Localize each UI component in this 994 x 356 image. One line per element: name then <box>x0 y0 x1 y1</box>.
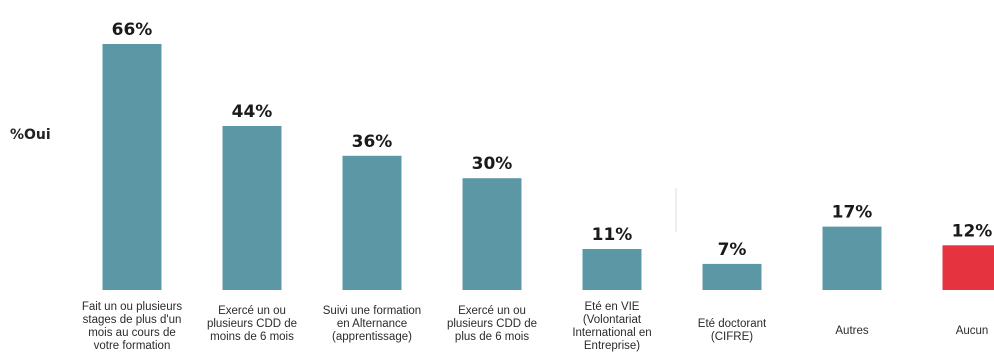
category-label-line: mois au cours de <box>88 327 176 339</box>
category-label-5: Eté en VIE (Volontariat International en En… <box>572 301 651 352</box>
bar-1 <box>102 44 162 290</box>
bar-8 <box>942 245 994 290</box>
category-label-line: Aucun <box>956 325 989 337</box>
bar-4 <box>462 178 522 290</box>
category-label-line: (CIFRE) <box>711 331 753 343</box>
category-label-line: moins de 6 mois <box>210 331 294 343</box>
y-axis-label: %Oui <box>10 127 51 143</box>
category-label-line: Entreprise) <box>584 340 640 352</box>
category-label-line: Exercé un ou <box>458 305 526 317</box>
category-label-1: Fait un ou plusieurs stages de plus d'un m… <box>82 301 183 352</box>
category-label-line: stages de plus d'un <box>83 314 182 326</box>
bar-7 <box>822 226 882 290</box>
category-label-line: votre formation <box>94 340 171 352</box>
category-label-2: Exercé un ou plusieurs CDD de moins de 6 m… <box>207 305 297 343</box>
category-label-line: (Volontariat <box>583 314 642 326</box>
category-label-line: Eté en VIE <box>585 301 640 313</box>
category-labels-layer: Fait un ou plusieurs stages de plus d'un m… <box>82 301 988 352</box>
category-label-7: Autres <box>835 325 868 337</box>
category-label-line: International en <box>572 327 651 339</box>
category-label-line: Suivi une formation <box>323 305 421 317</box>
category-label-line: Eté doctorant <box>698 318 767 330</box>
value-label-1: 66% <box>112 20 153 40</box>
bar-2 <box>222 126 282 290</box>
bar-3 <box>342 155 402 290</box>
bar-5 <box>582 249 642 290</box>
value-label-4: 30% <box>472 154 513 174</box>
value-label-6: 7% <box>718 240 747 260</box>
category-label-4: Exercé un ou plusieurs CDD de plus de 6 mo… <box>447 305 537 343</box>
category-label-line: plusieurs CDD de <box>447 318 537 330</box>
category-label-line: Exercé un ou <box>218 305 286 317</box>
category-label-line: Autres <box>835 325 868 337</box>
category-label-3: Suivi une formation en Alternance (apprent… <box>323 305 421 343</box>
value-label-7: 17% <box>832 203 873 223</box>
value-labels-layer: 66% 44% 36% 30% 11% 7% 17% 12% <box>112 20 993 260</box>
category-label-line: en Alternance <box>337 318 407 330</box>
category-label-8: Aucun <box>956 325 989 337</box>
category-label-line: (apprentissage) <box>332 331 412 343</box>
bars-layer <box>102 44 994 290</box>
category-label-line: Fait un ou plusieurs <box>82 301 183 313</box>
value-label-2: 44% <box>232 102 273 122</box>
value-label-5: 11% <box>592 225 633 245</box>
category-label-line: plus de 6 mois <box>455 331 529 343</box>
category-label-line: plusieurs CDD de <box>207 318 297 330</box>
category-label-6: Eté doctorant (CIFRE) <box>698 318 767 343</box>
value-label-8: 12% <box>952 221 993 241</box>
value-label-3: 36% <box>352 132 393 152</box>
bar-6 <box>702 263 762 290</box>
